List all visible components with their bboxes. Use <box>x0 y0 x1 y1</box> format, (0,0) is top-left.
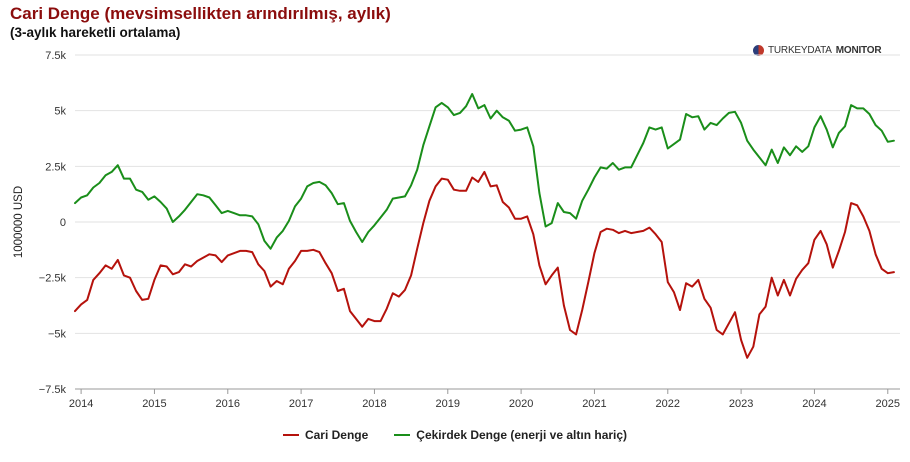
y-tick-label: 7.5k <box>45 50 66 62</box>
legend-label-cari-denge: Cari Denge <box>304 428 369 442</box>
x-tick-label: 2019 <box>436 398 460 410</box>
turkeydatamonitor-logo[interactable]: TURKEYDATA MONITOR <box>753 45 882 56</box>
x-tick-label: 2020 <box>509 398 533 410</box>
legend-item-cari-denge[interactable]: Cari Denge <box>282 428 369 442</box>
chart-title: Cari Denge (mevsimsellikten arındırılmış… <box>10 4 391 23</box>
x-tick-label: 2014 <box>69 398 93 410</box>
x-tick-label: 2018 <box>362 398 386 410</box>
x-tick-label: 2017 <box>289 398 313 410</box>
y-tick-label: 2.5k <box>45 161 66 173</box>
x-tick-label: 2022 <box>656 398 680 410</box>
y-tick-label: 0 <box>60 217 66 229</box>
series-line-cekirdek-denge[interactable] <box>74 93 895 250</box>
logo-text-bold: MONITOR <box>835 45 882 56</box>
x-tick-label: 2015 <box>142 398 166 410</box>
x-tick-label: 2023 <box>729 398 753 410</box>
logo-globe-icon <box>753 45 764 56</box>
legend: Cari Denge Çekirdek Denge (enerji ve alt… <box>0 428 910 442</box>
y-tick-label: −2.5k <box>39 273 67 285</box>
series-line-cari-denge[interactable] <box>74 170 895 359</box>
series-layer <box>74 93 895 359</box>
x-tick-label: 2016 <box>216 398 240 410</box>
chart-subtitle: (3-aylık hareketli ortalama) <box>10 25 181 40</box>
legend-swatch-cari-denge <box>282 433 299 437</box>
y-tick-label: 5k <box>54 106 66 118</box>
x-tick-label: 2024 <box>802 398 826 410</box>
logo-text-light: TURKEYDATA <box>768 45 832 56</box>
x-tick-label: 2021 <box>582 398 606 410</box>
x-tick-label: 2025 <box>876 398 900 410</box>
legend-item-cekirdek-denge[interactable]: Çekirdek Denge (enerji ve altın hariç) <box>394 428 627 442</box>
legend-label-cekirdek-denge: Çekirdek Denge (enerji ve altın hariç) <box>416 428 628 442</box>
grid-layer <box>75 54 900 390</box>
y-tick-label: −7.5k <box>39 384 67 396</box>
legend-swatch-cekirdek-denge <box>394 433 411 437</box>
x-axis: 2014 2015 2016 2017 2018 2019 2020 2021 2022 2023… <box>69 389 900 410</box>
y-axis: −7.5k −5k −2.5k 0 2.5k 5k 7.5k <box>39 50 67 396</box>
y-tick-label: −5k <box>48 328 67 340</box>
y-axis-label: 1000000 USD <box>13 186 25 258</box>
